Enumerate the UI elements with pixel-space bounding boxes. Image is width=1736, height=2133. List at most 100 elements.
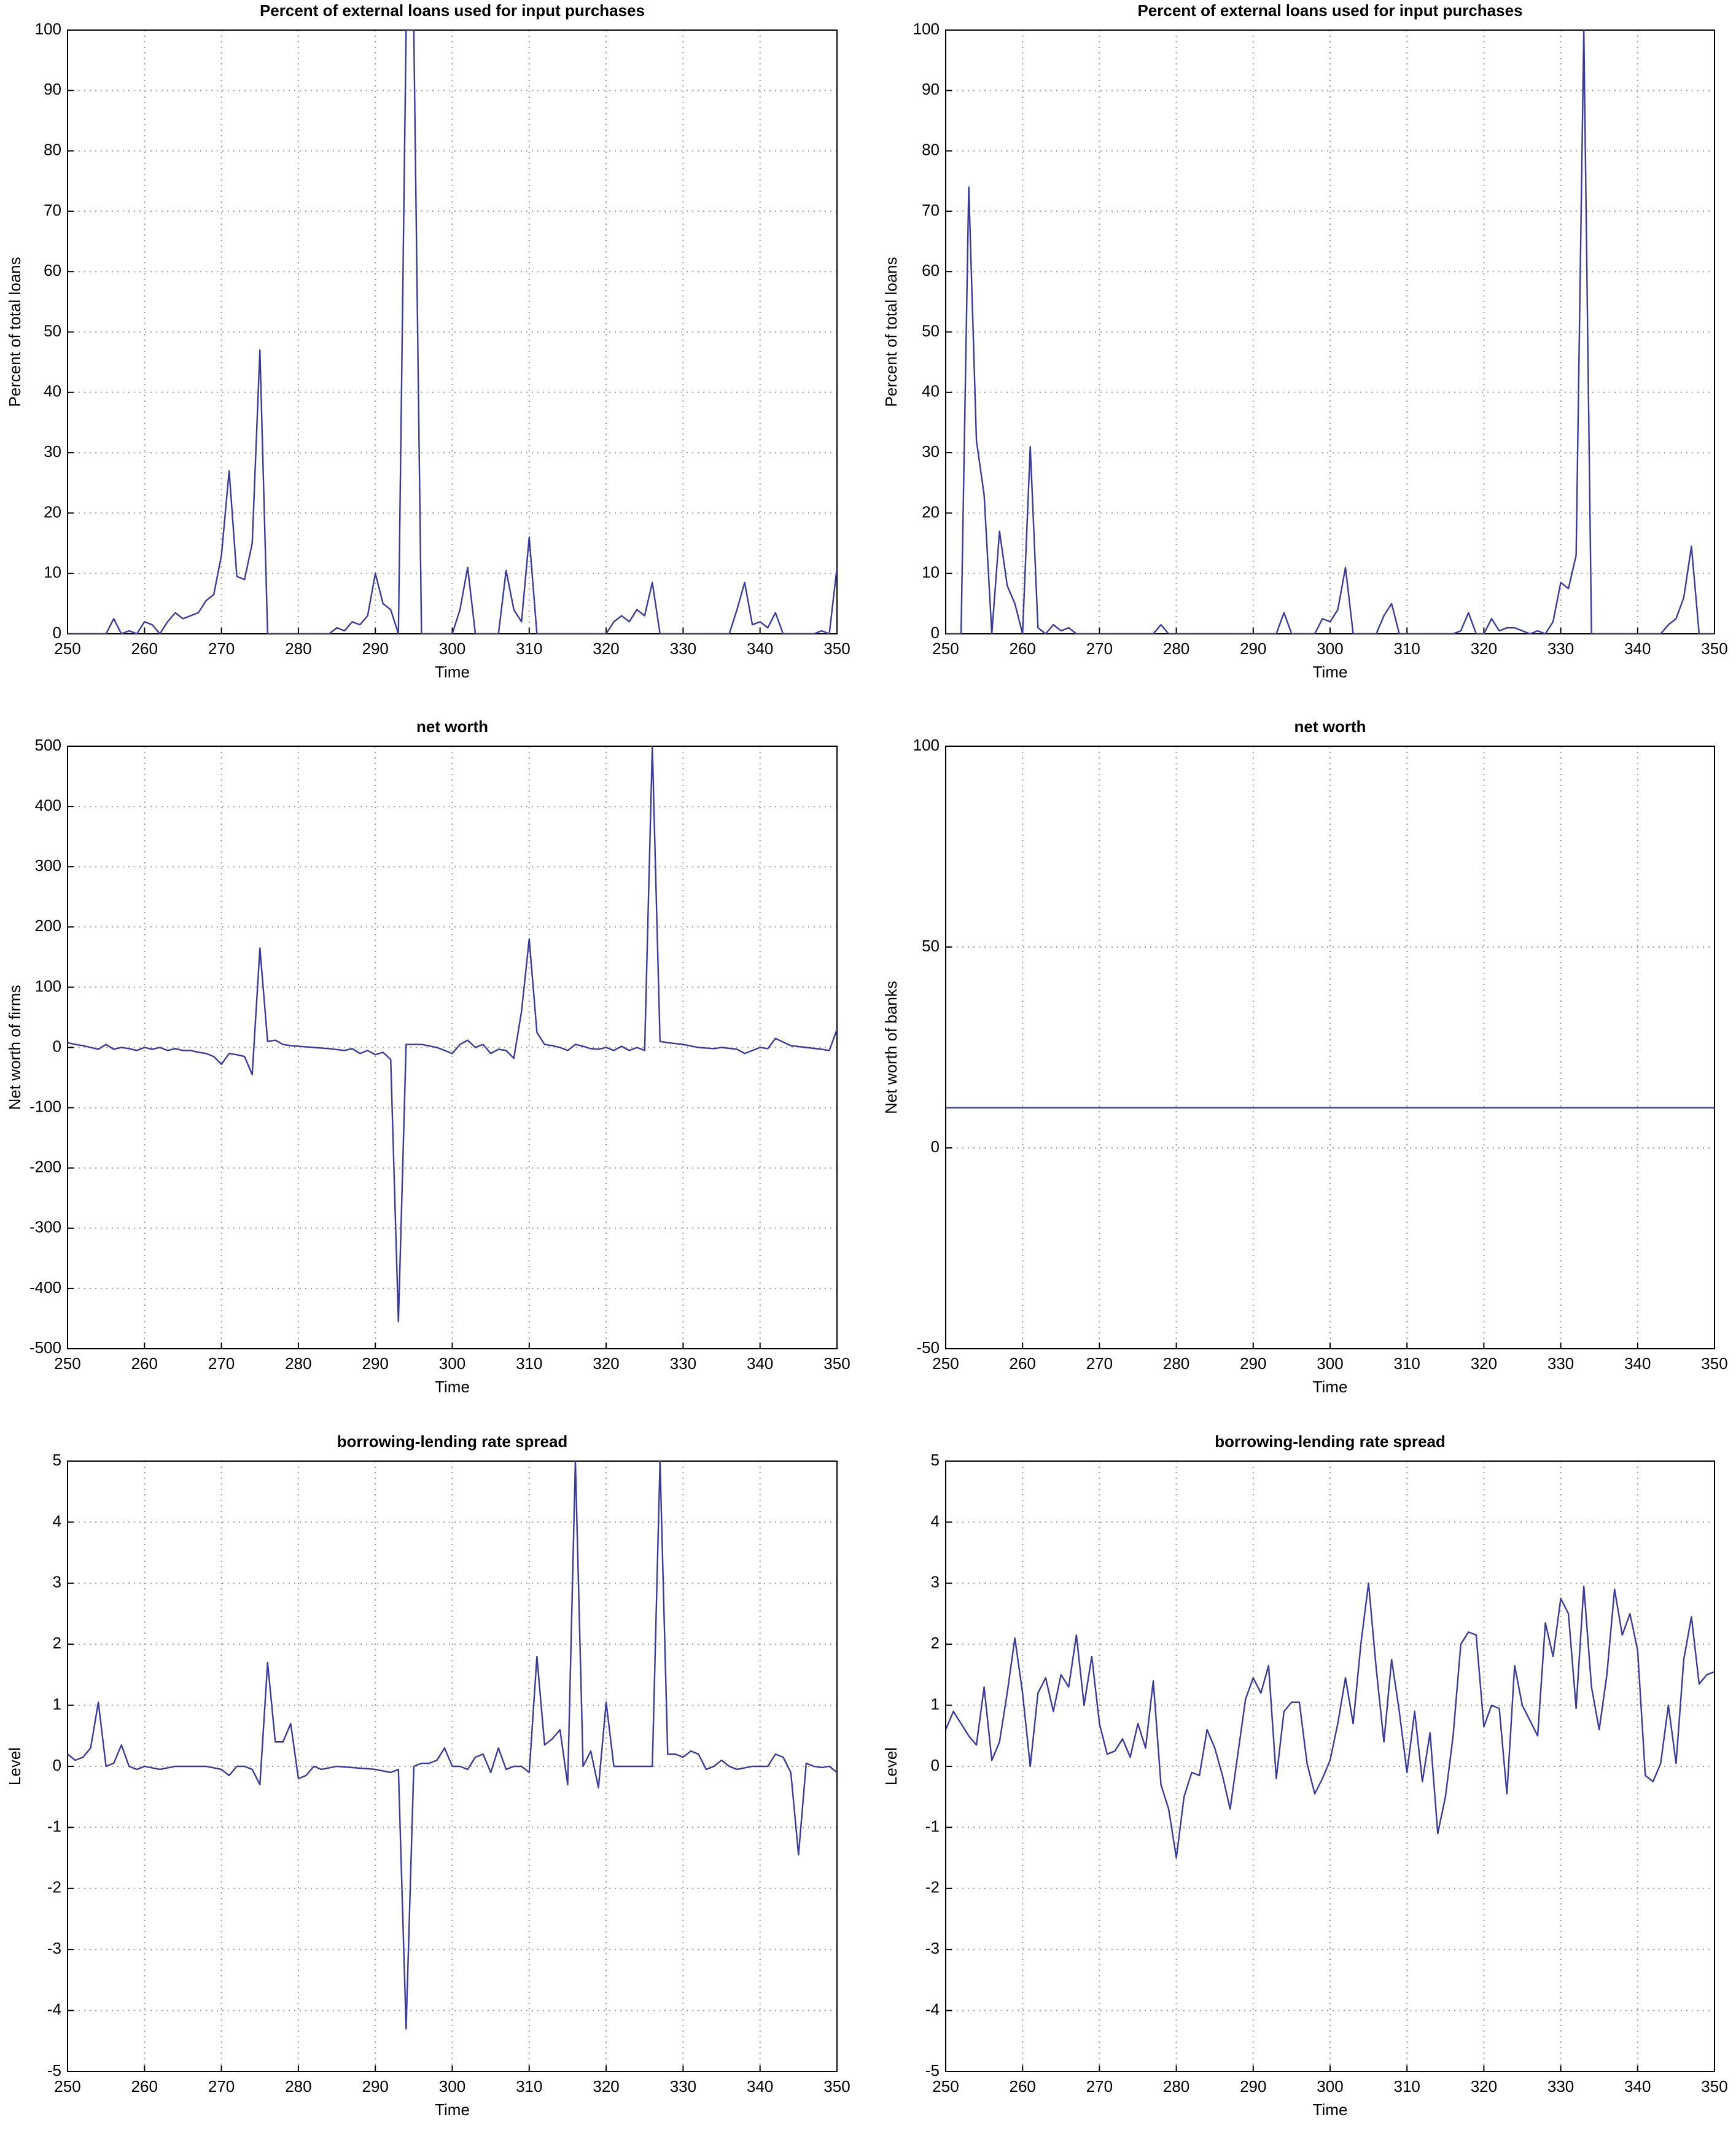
x-tick-label: 250 bbox=[54, 2077, 80, 2096]
x-tick-label: 270 bbox=[1086, 639, 1113, 658]
x-tick-label: 260 bbox=[131, 639, 158, 658]
x-axis-label: Time bbox=[435, 2100, 470, 2119]
y-tick-label: 70 bbox=[922, 201, 940, 219]
y-tick-label: -100 bbox=[29, 1097, 61, 1115]
x-tick-label: 260 bbox=[1010, 2077, 1036, 2096]
x-tick-label: 340 bbox=[1624, 2077, 1651, 2096]
y-tick-label: 1 bbox=[53, 1694, 61, 1713]
y-tick-label: -5 bbox=[47, 2061, 61, 2080]
x-tick-label: 350 bbox=[823, 639, 850, 658]
x-tick-label: 290 bbox=[1240, 1354, 1266, 1373]
y-tick-label: 100 bbox=[35, 20, 61, 38]
y-tick-label: -400 bbox=[29, 1278, 61, 1297]
x-tick-label: 260 bbox=[1010, 1354, 1036, 1373]
y-tick-label: 1 bbox=[931, 1694, 940, 1713]
y-tick-label: 80 bbox=[44, 140, 61, 158]
y-tick-label: 40 bbox=[922, 382, 940, 400]
chart-title: Percent of external loans used for input… bbox=[260, 1, 645, 20]
y-tick-label: 30 bbox=[922, 442, 940, 461]
x-tick-label: 280 bbox=[1163, 639, 1189, 658]
y-axis-label: Net worth of firms bbox=[6, 985, 24, 1110]
x-tick-label: 310 bbox=[516, 639, 542, 658]
y-tick-label: 60 bbox=[922, 261, 940, 279]
y-tick-label: 0 bbox=[53, 623, 61, 642]
y-tick-label: 3 bbox=[931, 1573, 940, 1591]
y-tick-label: -1 bbox=[925, 1817, 940, 1835]
y-axis-label: Percent of total loans bbox=[6, 257, 24, 407]
y-tick-label: 20 bbox=[44, 502, 61, 521]
y-tick-label: 4 bbox=[53, 1511, 61, 1530]
x-tick-label: 310 bbox=[1394, 1354, 1420, 1373]
y-tick-label: -300 bbox=[29, 1218, 61, 1236]
y-tick-label: -4 bbox=[47, 2000, 61, 2018]
x-tick-label: 260 bbox=[1010, 639, 1036, 658]
y-tick-label: 4 bbox=[931, 1511, 940, 1530]
x-tick-label: 320 bbox=[593, 2077, 619, 2096]
x-tick-label: 280 bbox=[285, 639, 311, 658]
y-tick-label: 2 bbox=[931, 1634, 940, 1652]
y-tick-label: 2 bbox=[53, 1634, 61, 1652]
x-tick-label: 280 bbox=[1163, 1354, 1189, 1373]
x-tick-label: 300 bbox=[439, 639, 465, 658]
x-tick-label: 350 bbox=[1701, 2077, 1727, 2096]
chart-title: net worth bbox=[416, 717, 488, 736]
x-tick-label: 350 bbox=[823, 2077, 850, 2096]
y-tick-label: -3 bbox=[47, 1939, 61, 1957]
y-tick-label: 10 bbox=[922, 563, 940, 582]
y-tick-label: 90 bbox=[922, 80, 940, 98]
x-tick-label: 330 bbox=[670, 1354, 696, 1373]
y-tick-label: 400 bbox=[35, 796, 61, 814]
x-tick-label: 310 bbox=[516, 1354, 542, 1373]
chart-panel: 250 260 270 280 290 300 310 320 330 340 350 -50 0 50 1… bbox=[882, 717, 1728, 1396]
x-tick-label: 330 bbox=[670, 639, 696, 658]
x-tick-label: 300 bbox=[439, 2077, 465, 2096]
x-tick-label: 350 bbox=[1701, 639, 1727, 658]
x-axis-label: Time bbox=[435, 1378, 470, 1396]
y-tick-label: 200 bbox=[35, 916, 61, 935]
chart-panel: 250 260 270 280 290 300 310 320 330 340 350 0 10 20 30… bbox=[6, 1, 850, 681]
plot-frame bbox=[945, 746, 1715, 1349]
chart-panel: 250 260 270 280 290 300 310 320 330 340 350-5-4-3-… bbox=[882, 1432, 1728, 2119]
x-tick-label: 280 bbox=[1163, 2077, 1189, 2096]
x-tick-label: 270 bbox=[208, 2077, 235, 2096]
x-tick-label: 290 bbox=[1240, 2077, 1266, 2096]
y-tick-label: -5 bbox=[925, 2061, 940, 2080]
chart-title: borrowing-lending rate spread bbox=[1215, 1432, 1446, 1451]
data-line bbox=[68, 746, 837, 1323]
x-tick-label: 290 bbox=[362, 1354, 389, 1373]
plot-frame bbox=[67, 1460, 838, 2072]
y-tick-label: 0 bbox=[931, 1756, 940, 1774]
x-tick-label: 330 bbox=[1547, 639, 1574, 658]
x-tick-label: 310 bbox=[516, 2077, 542, 2096]
x-tick-label: 250 bbox=[54, 639, 80, 658]
x-axis-label: Time bbox=[435, 663, 470, 681]
plot-frame bbox=[945, 29, 1715, 634]
y-tick-label: -2 bbox=[925, 1878, 940, 1897]
x-axis-label: Time bbox=[1313, 1378, 1348, 1396]
chart-title: net worth bbox=[1294, 717, 1366, 736]
y-axis-label: Level bbox=[882, 1747, 900, 1785]
y-tick-label: -500 bbox=[29, 1338, 61, 1357]
x-tick-label: 340 bbox=[747, 639, 773, 658]
y-tick-label: 0 bbox=[931, 623, 940, 642]
x-tick-label: 330 bbox=[1547, 1354, 1574, 1373]
x-axis-label: Time bbox=[1313, 663, 1348, 681]
x-tick-label: 320 bbox=[1471, 639, 1497, 658]
plot-frame bbox=[67, 29, 838, 634]
y-tick-label: 0 bbox=[931, 1137, 940, 1156]
y-tick-label: -1 bbox=[47, 1817, 61, 1835]
y-tick-label: 100 bbox=[913, 736, 940, 754]
x-tick-label: 290 bbox=[362, 2077, 389, 2096]
y-tick-label: -200 bbox=[29, 1158, 61, 1176]
x-tick-label: 260 bbox=[131, 1354, 158, 1373]
y-tick-label: 50 bbox=[44, 321, 61, 340]
chart-panel: 250 260 270 280 290 300 310 320 330 340 350 -500 -40… bbox=[6, 717, 850, 1396]
y-tick-label: 50 bbox=[922, 321, 940, 340]
x-tick-label: 340 bbox=[747, 2077, 773, 2096]
x-tick-label: 290 bbox=[362, 639, 389, 658]
y-tick-label: 70 bbox=[44, 201, 61, 219]
x-tick-label: 320 bbox=[1471, 1354, 1497, 1373]
x-tick-label: 280 bbox=[285, 1354, 311, 1373]
data-line bbox=[946, 1582, 1715, 1859]
y-tick-label: 0 bbox=[53, 1037, 61, 1055]
